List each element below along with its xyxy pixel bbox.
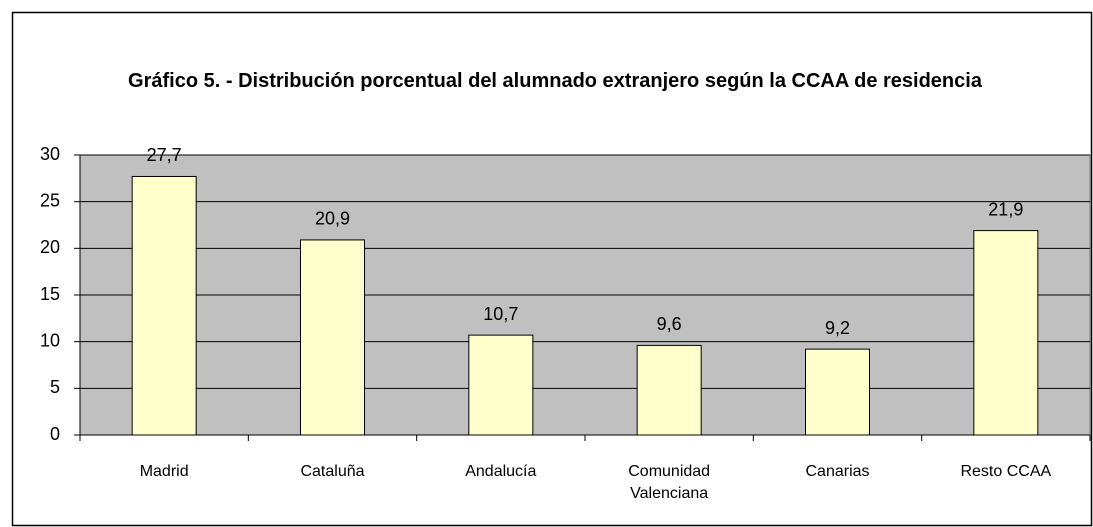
chart-title: Gráfico 5. - Distribución porcentual del… <box>128 70 982 92</box>
value-label: 9,2 <box>825 318 850 338</box>
y-tick-label: 0 <box>50 424 60 444</box>
bar <box>300 239 365 436</box>
y-tick-label: 20 <box>40 237 60 257</box>
x-tick-label: Canarias <box>805 463 870 480</box>
value-label: 9,6 <box>657 314 682 334</box>
value-label: 21,9 <box>988 199 1023 219</box>
y-tick-label: 10 <box>40 330 60 350</box>
value-label: 27,7 <box>147 145 182 165</box>
bar <box>973 230 1039 436</box>
x-tick-label: Comunidad Valenciana <box>628 463 711 502</box>
bar <box>636 344 702 436</box>
y-tick-label: 5 <box>50 377 60 397</box>
x-tick-label: Cataluña <box>300 463 365 480</box>
bar <box>468 334 534 436</box>
bar <box>131 175 197 436</box>
y-tick-label: 30 <box>40 144 60 164</box>
x-tick-label: Andalucía <box>465 463 537 480</box>
bar <box>805 348 870 436</box>
value-label: 20,9 <box>315 209 350 229</box>
value-label: 10,7 <box>483 304 518 324</box>
y-tick-label: 15 <box>40 284 60 304</box>
x-tick-label: Resto CCAA <box>960 463 1052 480</box>
x-tick-label: Madrid <box>139 463 189 480</box>
y-tick-label: 25 <box>40 190 60 210</box>
